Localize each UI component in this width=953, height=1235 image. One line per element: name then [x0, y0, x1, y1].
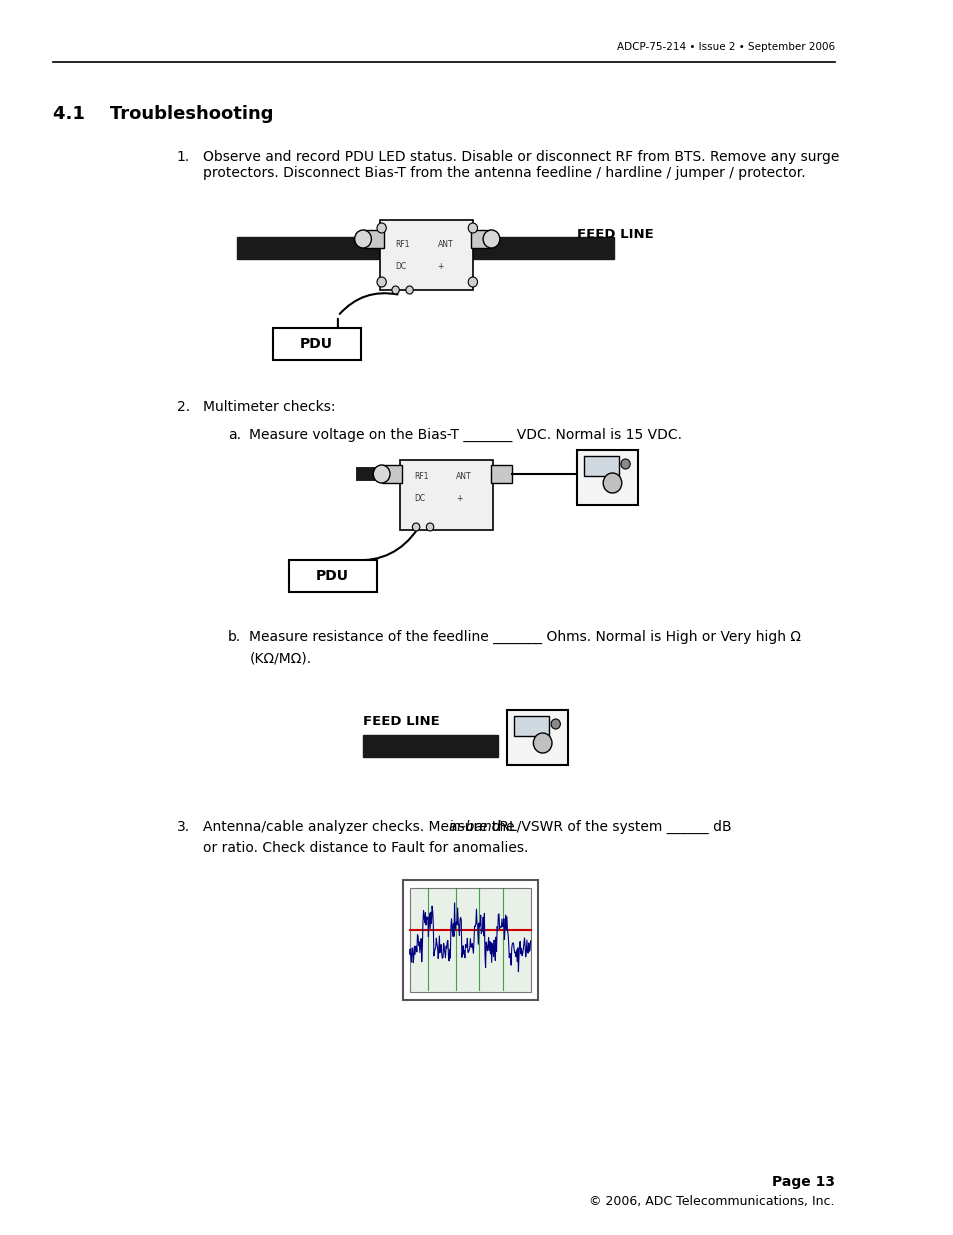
- Circle shape: [412, 522, 419, 531]
- Text: 1.: 1.: [176, 149, 190, 164]
- Text: ADCP-75-214 • Issue 2 • September 2006: ADCP-75-214 • Issue 2 • September 2006: [617, 42, 834, 52]
- Circle shape: [533, 734, 552, 753]
- Text: RL/VSWR of the system ______ dB: RL/VSWR of the system ______ dB: [495, 820, 731, 834]
- Text: 4.1    Troubleshooting: 4.1 Troubleshooting: [53, 105, 274, 124]
- Text: PDU: PDU: [315, 569, 349, 583]
- Bar: [363, 735, 497, 757]
- Bar: [237, 237, 381, 259]
- Circle shape: [426, 522, 434, 531]
- Text: b.: b.: [228, 630, 241, 643]
- Text: in-band: in-band: [448, 820, 500, 834]
- Circle shape: [355, 230, 371, 248]
- Bar: [583, 456, 618, 475]
- Bar: [273, 329, 361, 359]
- Text: Observe and record PDU LED status. Disable or disconnect RF from BTS. Remove any: Observe and record PDU LED status. Disab…: [203, 149, 839, 180]
- Bar: [409, 888, 530, 992]
- Text: +: +: [437, 262, 443, 270]
- Text: PDU: PDU: [299, 337, 333, 351]
- Text: © 2006, ADC Telecommunications, Inc.: © 2006, ADC Telecommunications, Inc.: [589, 1195, 834, 1208]
- Circle shape: [392, 287, 399, 294]
- Bar: [402, 881, 537, 1000]
- Circle shape: [551, 719, 559, 729]
- Text: FEED LINE: FEED LINE: [577, 228, 653, 241]
- Text: DC: DC: [395, 262, 406, 270]
- Text: RF1: RF1: [414, 472, 428, 480]
- Text: ANT: ANT: [437, 240, 453, 249]
- Bar: [514, 716, 549, 736]
- Circle shape: [620, 459, 630, 469]
- Text: or ratio. Check distance to Fault for anomalies.: or ratio. Check distance to Fault for an…: [203, 841, 528, 855]
- Bar: [363, 230, 383, 248]
- Text: RF1: RF1: [395, 240, 410, 249]
- Bar: [507, 710, 567, 764]
- Text: ANT: ANT: [456, 472, 471, 480]
- Circle shape: [482, 230, 499, 248]
- Bar: [471, 230, 491, 248]
- Circle shape: [405, 287, 413, 294]
- Circle shape: [373, 466, 390, 483]
- Text: +: +: [456, 494, 462, 503]
- Text: DC: DC: [414, 494, 425, 503]
- Bar: [288, 559, 376, 592]
- Bar: [577, 450, 637, 505]
- Bar: [491, 466, 512, 483]
- Circle shape: [376, 277, 386, 287]
- Text: a.: a.: [228, 429, 241, 442]
- Circle shape: [468, 224, 477, 233]
- Text: Measure resistance of the feedline _______ Ohms. Normal is High or Very high Ω: Measure resistance of the feedline _____…: [249, 630, 801, 645]
- Circle shape: [376, 224, 386, 233]
- Text: (KΩ/MΩ).: (KΩ/MΩ).: [249, 651, 312, 664]
- Bar: [379, 220, 473, 290]
- Bar: [470, 237, 614, 259]
- Circle shape: [602, 473, 621, 493]
- Text: 3.: 3.: [176, 820, 190, 834]
- Text: FEED LINE: FEED LINE: [363, 715, 439, 727]
- Text: Measure voltage on the Bias-T _______ VDC. Normal is 15 VDC.: Measure voltage on the Bias-T _______ VD…: [249, 429, 681, 442]
- Circle shape: [468, 277, 477, 287]
- Bar: [400, 459, 493, 530]
- Text: 2.: 2.: [176, 400, 190, 414]
- Text: Antenna/cable analyzer checks. Measure the: Antenna/cable analyzer checks. Measure t…: [203, 820, 518, 834]
- Text: Multimeter checks:: Multimeter checks:: [203, 400, 335, 414]
- Text: Page 13: Page 13: [771, 1174, 834, 1189]
- Bar: [381, 466, 402, 483]
